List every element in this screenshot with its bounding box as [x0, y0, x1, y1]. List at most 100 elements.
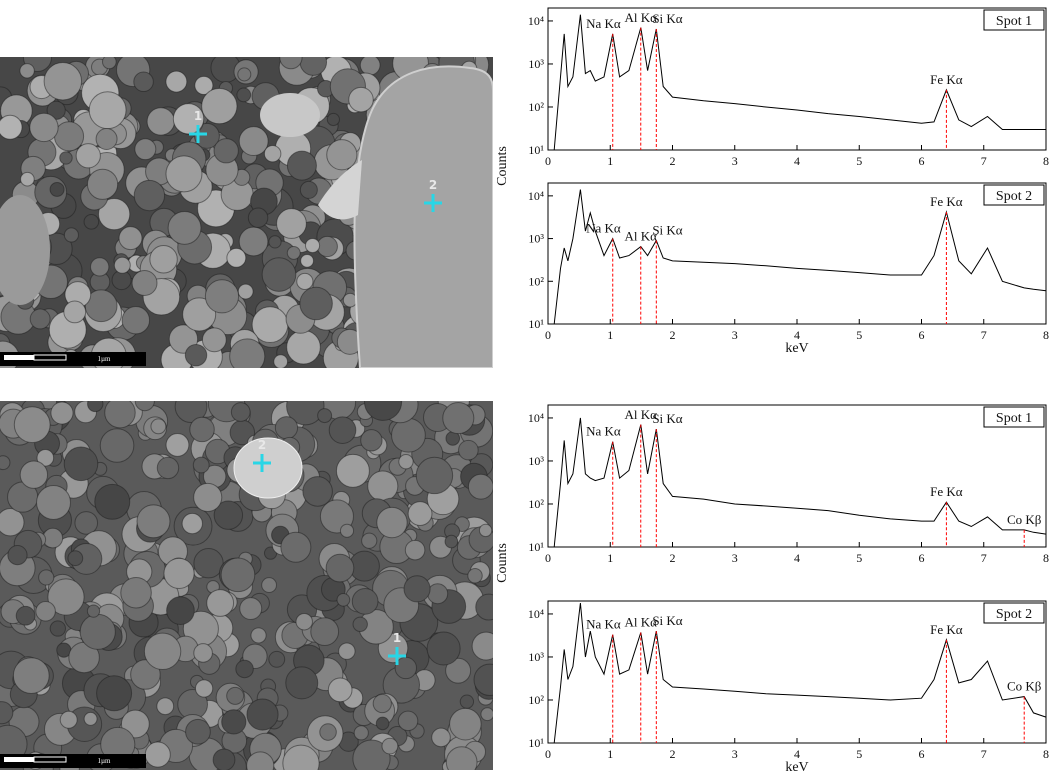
particle: [449, 707, 482, 741]
y-tick-label: 10³: [528, 57, 544, 71]
x-tick-label: 2: [670, 154, 676, 168]
particle: [317, 408, 333, 424]
particle: [204, 279, 240, 314]
particle: [7, 544, 28, 566]
particle: [280, 531, 312, 563]
particle: [59, 151, 73, 165]
spot-label: Spot 2: [996, 189, 1032, 204]
spot-box: [983, 9, 1045, 31]
x-tick-label: 8: [1043, 154, 1049, 168]
flake: [318, 160, 362, 220]
particle: [427, 583, 449, 605]
x-tick-label: 1: [607, 747, 613, 761]
bright-particle: [260, 93, 320, 137]
x-tick-label: 5: [856, 551, 862, 565]
particle: [194, 679, 214, 698]
spot-box: [983, 602, 1045, 624]
peak-label: Na Kα: [586, 221, 621, 236]
particle: [20, 171, 35, 187]
particle: [326, 139, 358, 171]
particle: [88, 91, 127, 130]
particle: [47, 578, 85, 616]
particle: [192, 456, 210, 474]
particle: [279, 57, 303, 70]
particle: [236, 87, 252, 103]
particle: [415, 456, 454, 495]
y-tick-label: 10¹: [528, 317, 544, 331]
particle: [79, 613, 116, 650]
particle: [213, 138, 239, 164]
y-tick-label: 10¹: [528, 736, 544, 750]
peak-label: Fe Kα: [930, 194, 963, 209]
particle: [134, 401, 155, 412]
particle: [163, 557, 195, 589]
particle: [475, 593, 493, 621]
particle: [478, 523, 493, 538]
particle: [247, 207, 269, 228]
particle: [102, 57, 117, 70]
particle: [426, 631, 461, 666]
particle: [263, 144, 282, 163]
x-tick-label: 6: [919, 328, 925, 342]
x-tick-label: 7: [981, 328, 987, 342]
particle: [104, 401, 136, 429]
particle: [74, 511, 99, 535]
particle: [237, 67, 252, 82]
particle: [201, 327, 227, 353]
particle: [359, 57, 381, 76]
x-tick-label: 6: [919, 747, 925, 761]
y-tick-label: 10¹: [528, 540, 544, 554]
particle: [391, 417, 426, 453]
particle: [193, 482, 223, 512]
y-tick-label: 10³: [528, 232, 544, 246]
scale-bar: [33, 354, 67, 361]
particle: [120, 576, 152, 609]
particle: [220, 557, 256, 593]
particle: [381, 737, 399, 755]
particle: [113, 256, 131, 274]
x-tick-label: 1: [607, 154, 613, 168]
peak-label: Na Kα: [586, 16, 621, 31]
particle: [325, 553, 355, 583]
particle: [336, 592, 351, 607]
x-tick-label: 8: [1043, 551, 1049, 565]
particle: [167, 210, 202, 245]
particle: [273, 354, 289, 368]
particle: [86, 604, 101, 618]
particle: [299, 57, 328, 76]
marker-label: 1: [393, 631, 401, 645]
particle: [146, 107, 175, 136]
particle: [286, 150, 317, 181]
y-tick-label: 10²: [528, 274, 544, 288]
particle: [165, 433, 190, 457]
spot-box: [983, 184, 1045, 206]
peak-label: Al Kα: [625, 407, 658, 422]
y-tick-label: 10¹: [528, 143, 544, 157]
particle: [35, 601, 56, 622]
particle: [221, 709, 247, 735]
particle: [319, 723, 337, 741]
particle: [182, 297, 217, 332]
sem-content: 2 1 1µm: [0, 401, 493, 770]
particle: [404, 539, 426, 561]
x-tick-label: 8: [1043, 747, 1049, 761]
particle: [19, 460, 49, 489]
particle: [445, 657, 472, 684]
particle: [473, 663, 493, 696]
particle: [67, 550, 84, 567]
particle: [467, 473, 493, 500]
plot-frame: [547, 600, 1047, 744]
x-tick-label: 0: [545, 747, 551, 761]
particle: [238, 126, 269, 157]
particle: [156, 697, 175, 716]
particle: [133, 71, 154, 93]
peak-label: Co Kβ: [1007, 679, 1042, 694]
particle: [299, 180, 318, 199]
particle: [246, 751, 275, 770]
x-tick-label: 4: [794, 154, 800, 168]
particle: [38, 569, 55, 586]
particle: [201, 87, 238, 125]
particle: [166, 596, 195, 625]
particle: [63, 300, 87, 324]
